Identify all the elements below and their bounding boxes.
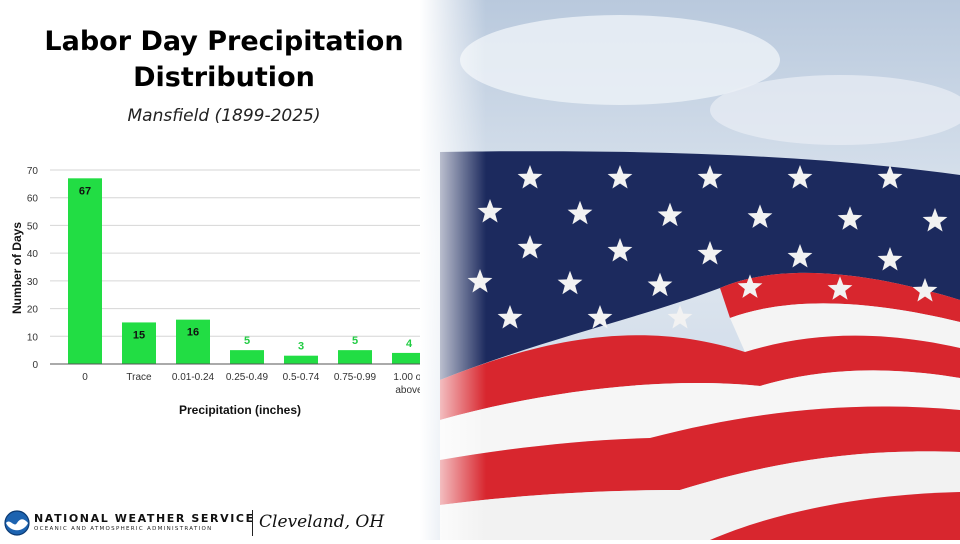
flag-stripe-white-2 [440,370,960,460]
office-name: Cleveland, OH [259,512,385,532]
flag-star [922,208,948,232]
american-flag-photo [420,0,960,540]
x-axis-ticks: 0 Trace 0.01-0.24 0.25-0.49 0.5-0.74 0.75-0.9… [82,372,425,396]
noaa-logo-icon [4,510,30,536]
y-tick-label: 10 [27,332,39,343]
agency-name: NATIONAL WEATHER SERVICE [34,512,255,525]
flag-star [657,202,683,227]
title-line-1: Labor Day Precipitation [44,26,404,57]
bar-4 [284,355,318,364]
data-label-6: 4 [406,338,413,350]
flag-star [697,165,723,189]
flag-star [697,241,723,265]
flag-stripe-red-4 [710,492,960,540]
flag-stripe-red-1 [720,272,960,322]
flag-star [877,165,903,189]
bar-6 [392,352,426,364]
data-label-5: 5 [352,335,358,347]
y-tick-label: 20 [27,305,39,316]
flag-fade-overlay [420,0,530,540]
flag-stripe-red-2 [440,335,960,420]
y-tick-label: 30 [27,277,39,288]
bar-5 [338,350,372,364]
flag-star [787,244,813,268]
data-label-0: 67 [79,185,91,197]
flag-star [737,274,763,298]
flag-body [440,151,960,540]
x-axis-title: Precipitation (inches) [179,403,301,417]
flag-star [837,206,863,230]
agency-subtitle: OCEANIC AND ATMOSPHERIC ADMINISTRATION [34,526,213,532]
flag-canton [440,151,960,380]
flag-stripe-red-3 [440,406,960,505]
flag-star [647,272,673,297]
flag-star [912,278,938,302]
flag-stripe-white-3 [440,451,960,540]
flag-star [567,200,593,225]
flag-star [877,247,903,271]
x-tick-label: 1.00 or above [393,372,425,396]
y-tick-label: 40 [27,249,39,260]
y-tick-label: 0 [32,360,38,371]
x-tick-label: 0.5-0.74 [283,372,320,383]
precipitation-bar-chart: 0 10 20 30 40 50 60 70 67 15 16 5 3 5 4 0 Trace 0.01-0.… [10,166,436,417]
data-label-1: 15 [133,329,145,341]
x-tick-label: 0 [82,372,88,383]
data-label-4: 3 [298,341,304,353]
flag-star [787,165,813,189]
bar-2 [176,319,210,364]
page-subtitle: Mansfield (1899-2025) [127,106,321,126]
flag-stripe-white-1 [730,303,960,352]
x-tick-label: 0.01-0.24 [172,372,215,383]
data-label-3: 5 [244,335,250,347]
page-title: Labor Day Precipitation Distribution [0,24,448,96]
flag-star [587,305,613,329]
footer-branding: NATIONAL WEATHER SERVICE OCEANIC AND ATM… [0,504,448,544]
flag-star [607,238,633,262]
footer-divider [252,510,253,536]
chart-bars: 67 15 16 5 3 5 4 [68,178,426,364]
x-tick-label: Trace [126,372,152,383]
chart-gridlines [50,169,436,337]
x-tick-label: 0.25-0.49 [226,372,269,383]
bar-3 [230,350,264,364]
bar-1 [122,322,156,364]
left-panel: Labor Day Precipitation Distribution Man… [0,0,448,540]
y-tick-label: 60 [27,194,39,205]
y-tick-label: 50 [27,221,39,232]
y-tick-label: 70 [27,166,39,177]
flag-star [747,204,773,228]
flag-star [827,276,853,300]
title-line-2: Distribution [133,62,315,93]
flag-star [607,165,633,189]
y-axis-title: Number of Days [10,222,24,314]
bar-0 [68,178,102,364]
data-label-2: 16 [187,327,199,339]
flag-star [667,305,693,329]
flag-star [557,270,583,295]
y-axis-ticks: 0 10 20 30 40 50 60 70 [27,166,39,371]
x-tick-label: 0.75-0.99 [334,372,377,383]
